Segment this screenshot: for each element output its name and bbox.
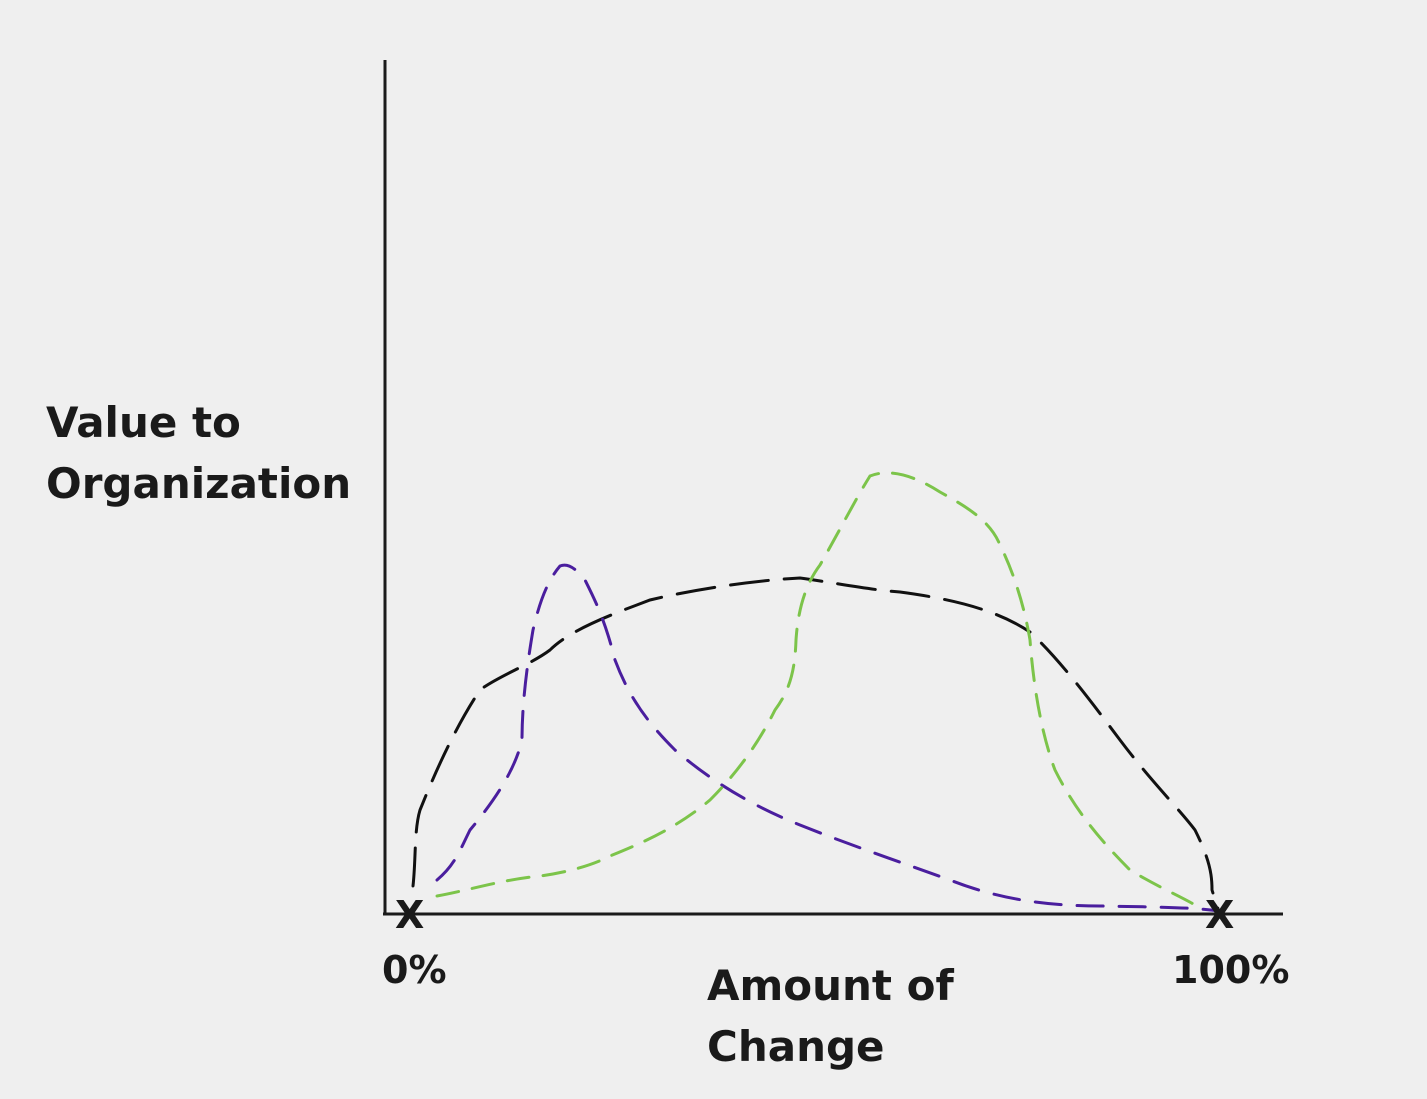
x-min-tick-label: 0% <box>382 948 447 992</box>
endpoint-marker-right: X <box>1205 893 1235 937</box>
curve-purple <box>435 563 1222 913</box>
x-axis-label: Amount of Change <box>707 955 954 1077</box>
x-axis-label-line1: Amount of <box>707 961 954 1010</box>
endpoint-marker-left: X <box>395 893 425 937</box>
curve-green <box>435 471 1197 907</box>
x-max-tick-label: 100% <box>1172 948 1290 992</box>
curve-black <box>411 576 1220 912</box>
y-axis-label: Value to Organization <box>46 392 351 514</box>
y-axis-label-line1: Value to <box>46 398 241 447</box>
y-axis-label-line2: Organization <box>46 459 352 508</box>
x-axis-label-line2: Change <box>707 1022 885 1071</box>
